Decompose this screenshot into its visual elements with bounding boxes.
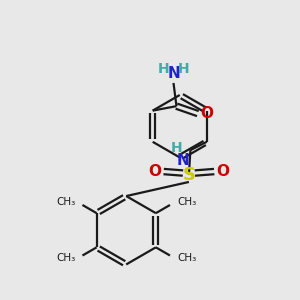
- Text: H: H: [157, 61, 169, 76]
- Text: CH₃: CH₃: [177, 254, 196, 263]
- Text: CH₃: CH₃: [177, 197, 196, 207]
- Text: O: O: [217, 164, 230, 179]
- Text: O: O: [148, 164, 161, 179]
- Text: CH₃: CH₃: [56, 254, 75, 263]
- Text: O: O: [200, 106, 213, 121]
- Text: H: H: [178, 61, 190, 76]
- Text: CH₃: CH₃: [56, 197, 75, 207]
- Text: N: N: [176, 152, 189, 167]
- Text: N: N: [167, 66, 180, 81]
- Text: H: H: [170, 141, 182, 155]
- Text: S: S: [182, 166, 195, 184]
